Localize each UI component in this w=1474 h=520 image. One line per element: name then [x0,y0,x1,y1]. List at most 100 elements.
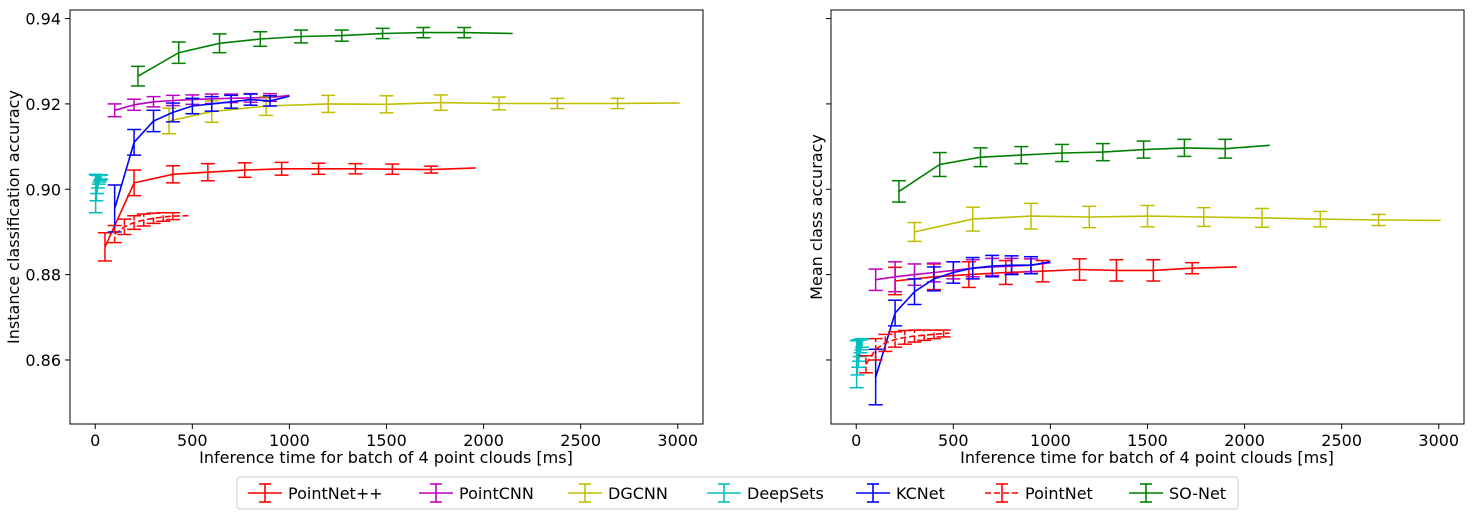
legend-item-kcnet: KCNet [856,483,945,503]
right-series-kcnet [868,254,1051,406]
legend-item-pointcnn: PointCNN [419,483,534,503]
error-bar [424,165,439,174]
legend-item-so-net: SO-Net [1129,483,1226,503]
right-x-axis-label: Inference time for batch of 4 point clou… [960,448,1334,467]
legend-label: KCNet [896,484,945,503]
error-bar [457,26,472,39]
error-bar [855,337,870,348]
left-series-pointnet [107,211,189,244]
left-x-tick-label: 0 [90,431,100,450]
error-bar [1146,258,1161,282]
error-bar [334,29,349,42]
error-bar [550,97,565,110]
left-axis-ticks: 0 500 1000 1500 2000 2500 3000 0.86 0.88 0.90 0.92… [25,10,698,450]
legend-swatch [248,483,282,503]
left-y-axis-label: Instance classification accuracy [4,90,23,344]
series-line [895,266,1237,282]
error-bar [94,173,109,180]
error-bar [107,224,122,244]
series-line [168,101,680,122]
error-bar [127,98,142,112]
series-line [114,214,189,235]
error-bar [117,218,132,236]
error-bar [171,41,186,65]
right-x-tick-label: 2500 [1321,431,1362,450]
error-bar [1023,202,1038,230]
right-series-so-net [891,138,1270,203]
error-bar [985,254,1000,278]
error-bar [1014,145,1029,165]
left-series-so-net [130,26,513,87]
error-bar [888,261,903,293]
error-bar [936,329,951,338]
right-x-tick-label: 500 [938,431,969,450]
error-bar [253,31,268,48]
right-x-tick-label: 1000 [1030,431,1071,450]
right-x-tick-label: 3000 [1418,431,1459,450]
legend-item-pointnet-plus-plus: PointNet++ [248,483,383,503]
error-bar [165,165,180,184]
error-bar [891,179,906,203]
series-line [114,94,290,112]
error-bar [130,65,145,87]
error-bar [321,94,336,114]
right-x-tick-label: 1500 [1127,431,1168,450]
error-bar [852,338,867,358]
error-bar [127,214,142,231]
right-axis-ticks: 0 500 1000 1500 2000 2500 3000 [826,18,1459,450]
left-y-tick-label: 0.94 [25,10,61,29]
error-bar [165,102,180,123]
error-bar [146,95,161,108]
error-bar [311,162,326,176]
legend-swatch [985,483,1019,503]
error-bar [375,27,390,40]
left-x-tick-label: 3000 [657,431,698,450]
error-bar [888,331,903,348]
legend-swatch [707,483,741,503]
error-bar [1095,142,1110,162]
error-bar [146,109,161,133]
error-bar [853,339,868,354]
error-bar [224,94,239,109]
series-line [865,332,950,365]
error-bar [1072,258,1087,281]
error-bar [385,163,400,176]
error-bar [1313,210,1328,228]
right-series-dgcnn [907,202,1441,243]
legend-swatch [568,483,602,503]
error-bar [1371,213,1386,227]
error-bar [107,103,122,118]
error-bar [294,29,309,44]
legend-item-deepsets: DeepSets [707,483,824,503]
error-bar [973,147,988,168]
error-bar [165,211,180,221]
error-bar [1218,138,1233,159]
error-bar [1082,205,1097,229]
error-bar [1196,206,1211,228]
left-y-tick-label: 0.88 [25,266,61,285]
error-bar [185,97,200,115]
error-bar [243,93,258,106]
error-bar [965,206,980,232]
legend-label: DGCNN [608,484,668,503]
error-bar [1109,258,1124,282]
error-bar [1004,255,1019,276]
legend-swatch [856,483,890,503]
error-bar [858,354,873,374]
error-bar [926,266,941,292]
error-bar [274,161,289,176]
error-bar [888,299,903,327]
error-bar [868,268,883,292]
left-x-tick-label: 2000 [463,431,504,450]
right-y-axis-label: Mean class accuracy [807,134,826,300]
left-x-tick-label: 1500 [366,431,407,450]
error-bar [851,339,866,363]
error-bar [1136,140,1151,159]
error-bar [907,278,922,306]
error-bar [127,128,142,156]
error-bar [1255,207,1270,228]
left-chart-panel: 0 500 1000 1500 2000 2500 3000 0.86 0.88 0.90 0.92… [4,9,704,467]
legend-label: PointNet [1025,484,1093,503]
error-bar [965,256,980,280]
